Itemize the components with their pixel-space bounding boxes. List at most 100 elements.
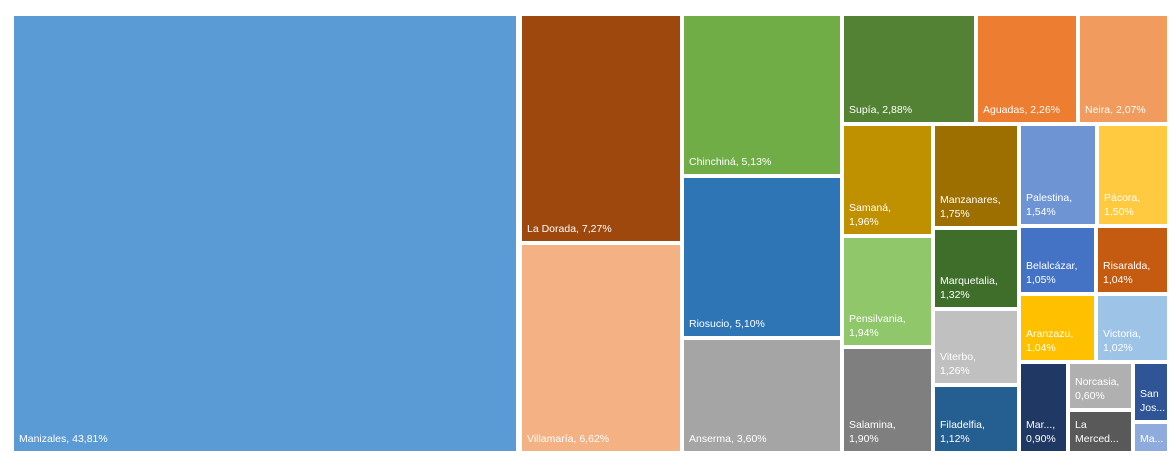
treemap-tile-label: Anserma, 3,60% [689, 433, 767, 445]
tile-name: Belalcázar, [1026, 260, 1078, 272]
treemap-tile-samana: Samaná, 1,96% [842, 124, 933, 236]
treemap-tile-norcasia: Norcasia, 0,60% [1068, 362, 1133, 410]
tile-value: 1,32% [940, 289, 970, 301]
treemap-tile-supia: Supía, 2,88% [842, 14, 976, 124]
tile-name: Viterbo, [940, 351, 976, 363]
treemap-tile-label: Villamaría, 6,62% [527, 433, 610, 445]
treemap-tile-victoria: Victoria, 1,02% [1096, 294, 1169, 362]
tile-name: Manzanares, [940, 194, 1001, 206]
tile-value: 0,60% [1075, 390, 1105, 402]
treemap-tile-label: Chinchiná, 5,13% [689, 156, 772, 168]
tile-name: Norcasia, [1075, 376, 1120, 388]
treemap-tile-label: Pensilvania, 1,94% [849, 312, 928, 340]
tile-name: La Dorada [527, 223, 577, 235]
tile-name: Pácora, [1104, 192, 1141, 204]
treemap-tile-villamaria: Villamaría, 6,62% [520, 243, 682, 453]
treemap-tile-viterbo: Viterbo, 1,26% [933, 309, 1019, 385]
tile-name: Marquetalia, [940, 275, 998, 287]
tile-value: 5,13% [741, 156, 772, 168]
treemap-tile-label: La Dorada, 7,27% [527, 223, 612, 235]
treemap-tile-manizales: Manizales, 43,81% [12, 14, 518, 453]
treemap-tile-label: Samaná, 1,96% [849, 201, 928, 229]
tile-value: 2,07% [1115, 104, 1146, 116]
treemap-tile-label: Ma... [1140, 432, 1164, 446]
tile-value: 1,04% [1026, 342, 1056, 354]
treemap-tile-label: La Merced... [1075, 418, 1128, 446]
treemap-tile-label: Victoria, 1,02% [1103, 327, 1164, 355]
treemap-tile-label: Manzanares, 1,75% [940, 193, 1014, 221]
tile-name: Supía [849, 104, 877, 116]
tile-name: Chinchiná [689, 156, 736, 168]
treemap-tile-label: Palestina, 1,54% [1026, 191, 1092, 219]
tile-name: Villamaría [527, 433, 574, 445]
treemap-tile-neira: Neira, 2,07% [1078, 14, 1169, 124]
treemap-tile-label: Mar..., 0,90% [1026, 418, 1063, 446]
tile-value: 6,62% [579, 433, 610, 445]
tile-value: 1,96% [849, 216, 879, 228]
tile-value: 7,27% [581, 223, 612, 235]
tile-value: 3,60% [736, 433, 767, 445]
treemap-tile-label: Filadelfia, 1,12% [940, 418, 1014, 446]
tile-value: 1,26% [940, 365, 970, 377]
treemap-tile-label: Aranzazu, 1,04% [1026, 327, 1091, 355]
treemap-tile-label: Riosucio, 5,10% [689, 318, 765, 330]
treemap-tile-label: Salamina, 1,90% [849, 418, 928, 446]
tile-name: Mar..., [1026, 419, 1056, 431]
tile-name: Riosucio [689, 318, 730, 330]
tile-value: 5,10% [735, 318, 765, 330]
tile-value: 43,81% [72, 433, 108, 445]
tile-name: Palestina, [1026, 192, 1073, 204]
treemap-tile-pacora: Pácora, 1,50% [1097, 124, 1169, 226]
treemap-tile-salamina: Salamina, 1,90% [842, 347, 933, 453]
tile-value: 2,26% [1030, 104, 1061, 116]
tile-name: Aranzazu, [1026, 328, 1074, 340]
tile-value: 1,02% [1103, 342, 1133, 354]
tile-name: La Merced... [1075, 419, 1119, 445]
tile-value: 1,94% [849, 327, 879, 339]
treemap-tile-label: Belalcázar, 1,05% [1026, 259, 1091, 287]
tile-name: San Jos... [1140, 388, 1166, 414]
treemap-tile-label: Aguadas, 2,26% [983, 104, 1061, 116]
treemap-tile-marquetalia: Marquetalia, 1,32% [933, 228, 1019, 309]
treemap-tile-label: Manizales, 43,81% [19, 433, 108, 445]
tile-value: 0,90% [1026, 433, 1056, 445]
tile-name: Samaná, [849, 202, 892, 214]
treemap-tile-label: Supía, 2,88% [849, 104, 913, 116]
tile-name: Anserma [689, 433, 732, 445]
treemap-tile-risaralda: Risaralda, 1,04% [1096, 226, 1169, 294]
treemap-tile-ma: Ma... [1133, 422, 1169, 453]
tile-value: 1,05% [1026, 274, 1056, 286]
treemap-tile-palestina: Palestina, 1,54% [1019, 124, 1097, 226]
tile-value: 1,90% [849, 433, 879, 445]
treemap-tile-belalcazar: Belalcázar, 1,05% [1019, 226, 1096, 294]
treemap-tile-filadelfia: Filadelfia, 1,12% [933, 385, 1019, 453]
treemap-tile-aguadas: Aguadas, 2,26% [976, 14, 1078, 124]
tile-name: Neira [1085, 104, 1111, 116]
tile-name: Aguadas [983, 104, 1025, 116]
treemap-tile-aranzazu: Aranzazu, 1,04% [1019, 294, 1096, 362]
tile-value: 1,12% [940, 433, 970, 445]
treemap-tile-label: Pácora, 1,50% [1104, 191, 1164, 219]
tile-name: Victoria, [1103, 328, 1141, 340]
treemap-tile-label: Neira, 2,07% [1085, 104, 1146, 116]
tile-name: Risaralda, [1103, 260, 1151, 272]
treemap-tile-anserma: Anserma, 3,60% [682, 338, 842, 453]
treemap-tile-chinchina: Chinchiná, 5,13% [682, 14, 842, 176]
tile-value: 1,50% [1104, 206, 1134, 218]
tile-name: Pensilvania, [849, 313, 906, 325]
tile-value: 1,75% [940, 208, 970, 220]
tile-name: Ma... [1140, 433, 1164, 445]
treemap-tile-label: Marquetalia, 1,32% [940, 274, 1014, 302]
tile-value: 1,04% [1103, 274, 1133, 286]
treemap-tile-riosucio: Riosucio, 5,10% [682, 176, 842, 338]
treemap-tile-la-merced: La Merced... [1068, 410, 1133, 453]
tile-name: Salamina, [849, 419, 896, 431]
treemap-tile-pensilvania: Pensilvania, 1,94% [842, 236, 933, 347]
treemap-tile-san-jos: San Jos... [1133, 362, 1169, 422]
tile-name: Manizales [19, 433, 67, 445]
treemap-tile-mar: Mar..., 0,90% [1019, 362, 1068, 453]
treemap-tile-label: Norcasia, 0,60% [1075, 375, 1128, 403]
tile-value: 1,54% [1026, 206, 1056, 218]
treemap-tile-la-dorada: La Dorada, 7,27% [520, 14, 682, 243]
